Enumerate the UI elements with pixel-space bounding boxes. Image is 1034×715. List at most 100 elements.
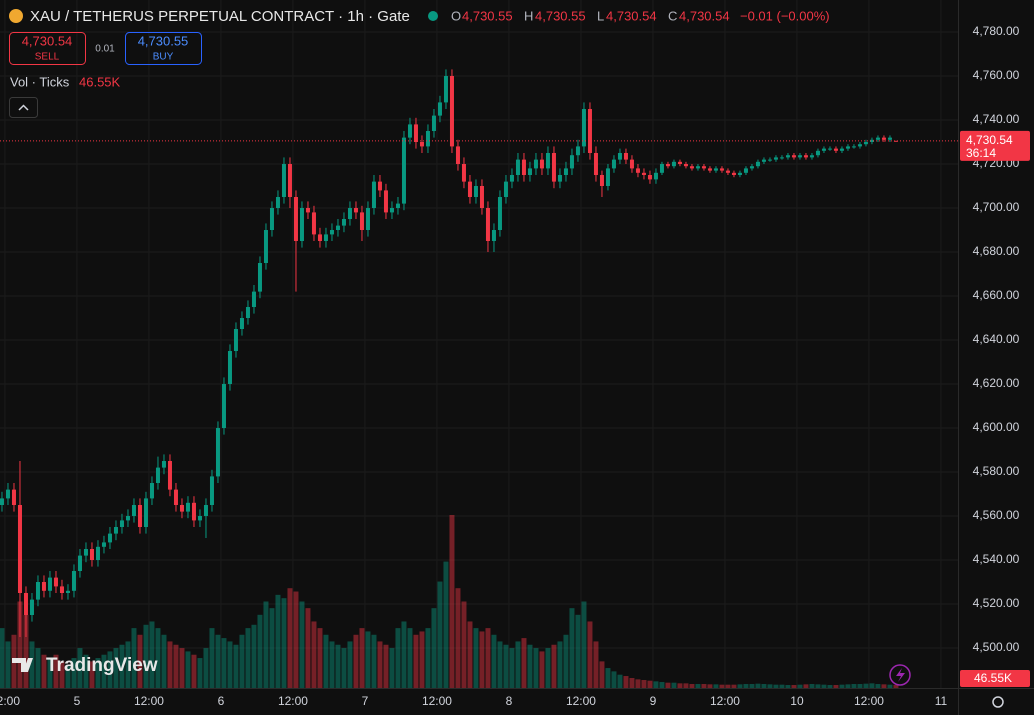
candle-body <box>413 124 418 143</box>
candle-body <box>167 461 172 490</box>
candle-body <box>239 318 244 330</box>
candle-body <box>23 593 28 616</box>
candle-body <box>35 582 40 600</box>
volume-bar <box>251 624 257 688</box>
candle-body <box>473 186 478 198</box>
candle-body <box>311 212 316 235</box>
candle-body <box>227 351 232 385</box>
volume-bar <box>701 684 707 688</box>
candle-body <box>623 153 628 160</box>
candle-body <box>113 527 118 534</box>
x-tick-label: 12:00 <box>422 694 452 708</box>
candle-body <box>695 166 700 169</box>
volume-bar <box>497 641 503 688</box>
volume-bar <box>869 683 875 688</box>
volume-bar <box>257 614 263 688</box>
candle-body <box>149 483 154 499</box>
volume-bar <box>449 515 455 688</box>
candle-body <box>335 225 340 231</box>
volume-bar <box>689 684 695 688</box>
volume-bar <box>431 608 437 688</box>
volume-bar <box>203 648 209 688</box>
volume-bar <box>299 601 305 688</box>
volume-bar <box>629 678 635 688</box>
volume-bar <box>557 641 563 688</box>
volume-bar <box>425 628 431 688</box>
volume-bar <box>461 601 467 688</box>
volume-last-label: 46.55K <box>974 671 1012 685</box>
volume-bar <box>95 658 101 688</box>
volume-bar <box>851 684 857 688</box>
lightning-icon <box>896 668 905 682</box>
volume-bar <box>581 601 587 688</box>
candle-body <box>833 148 838 151</box>
y-tick-label: 4,740.00 <box>973 112 1020 126</box>
candle-body <box>29 599 34 616</box>
market-status[interactable] <box>428 11 438 21</box>
x-tick-label: 12:00 <box>0 694 20 708</box>
candle-body <box>641 172 646 176</box>
candle-body <box>599 175 604 187</box>
volume-bar <box>575 614 581 688</box>
y-tick-label: 4,620.00 <box>973 376 1020 390</box>
volume-bar <box>743 684 749 688</box>
lightning-button[interactable] <box>889 664 911 686</box>
x-tick-label: 5 <box>74 694 81 708</box>
buy-button[interactable] <box>125 32 202 65</box>
candle-body <box>41 582 46 591</box>
volume-bar <box>647 680 653 688</box>
volume-bar <box>389 648 395 688</box>
candle-body <box>125 516 130 521</box>
volume-bar <box>845 684 851 688</box>
volume-bar <box>827 685 833 688</box>
volume-bar <box>101 654 107 688</box>
y-tick-label: 4,760.00 <box>973 68 1020 82</box>
settings-button[interactable] <box>992 696 1004 708</box>
candle-body <box>245 307 250 319</box>
candle-body <box>407 124 412 138</box>
volume-bar <box>641 680 647 688</box>
volume-bar <box>773 684 779 688</box>
x-tick-label: 12:00 <box>278 694 308 708</box>
candle-body <box>71 571 76 591</box>
volume-bar <box>809 684 815 688</box>
volume-bar <box>197 658 203 688</box>
volume-bar <box>113 648 119 688</box>
candle-body <box>401 137 406 204</box>
candle-body <box>353 208 358 213</box>
volume-bar <box>23 614 29 688</box>
candle-body <box>701 166 706 169</box>
candle-body <box>605 168 610 187</box>
volume-bar <box>125 641 131 688</box>
volume-bar <box>455 588 461 688</box>
volume-bar <box>131 628 137 688</box>
volume-bar <box>143 624 149 688</box>
volume-bar <box>41 654 47 688</box>
candle-body <box>737 172 742 176</box>
l-value: 4,730.54 <box>606 8 657 23</box>
candle-body <box>155 467 160 484</box>
volume-bar <box>659 682 665 688</box>
symbol-title[interactable]: XAU / TETHERUS PERPETUAL CONTRACT · 1h ·… <box>30 8 410 25</box>
volume-bar <box>353 634 359 688</box>
candle-body <box>803 155 808 158</box>
volume-bar <box>221 638 227 688</box>
volume-indicator-value: 46.55K <box>79 74 121 89</box>
candle-body <box>575 146 580 156</box>
volume-bar <box>35 648 41 688</box>
volume-bar <box>731 684 737 688</box>
candle-body <box>581 109 586 147</box>
candle-body <box>797 155 802 158</box>
volume-bar <box>359 628 365 688</box>
candle-body <box>431 115 436 132</box>
volume-bar <box>383 644 389 688</box>
candle-body <box>317 234 322 242</box>
volume-bar <box>371 634 377 688</box>
volume-bar <box>185 651 191 688</box>
collapse-button[interactable] <box>9 97 38 118</box>
candle-body <box>545 153 550 169</box>
sell-button[interactable] <box>9 32 86 65</box>
candle-body <box>527 168 532 176</box>
